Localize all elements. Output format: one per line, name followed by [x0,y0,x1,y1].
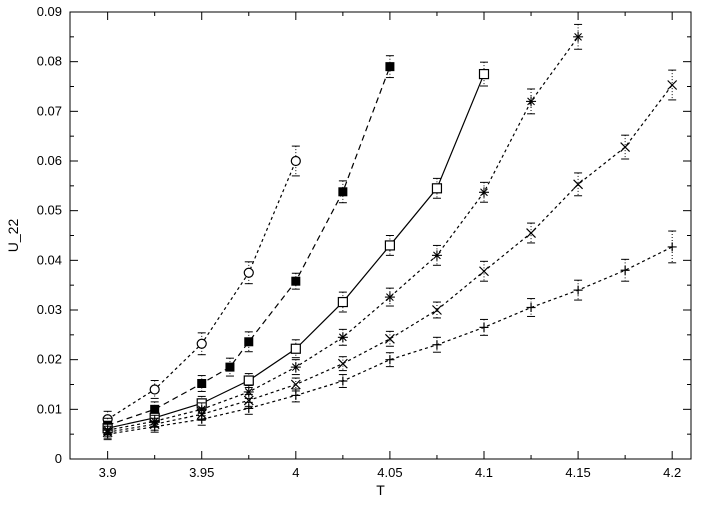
marker-plus [621,266,630,275]
x-tick-label: 4.2 [663,465,681,480]
marker-plus [244,404,253,413]
x-tick-label: 4.1 [475,465,493,480]
x-tick-label: 3.9 [99,465,117,480]
marker-square_filled [244,337,253,346]
x-tick-label: 4.05 [377,465,402,480]
marker-square_filled [338,187,347,196]
marker-asterisk [338,332,348,342]
marker-asterisk [573,32,583,42]
marker-square_filled [385,62,394,71]
marker-asterisk [479,187,489,197]
marker-square_open [385,241,394,250]
marker-plus [432,340,441,349]
marker-asterisk [385,292,395,302]
marker-square_open [480,70,489,79]
marker-asterisk [526,96,536,106]
plot-frame [70,12,691,459]
scatter-line-chart: 3.9 3.95 4 4.05 4.1 4.15 4.2 0 0.01 0.02 0.03 0.04 0… [0,0,706,507]
series-line [108,37,578,430]
y-tick-label: 0.06 [37,153,62,168]
marker-plus [338,377,347,386]
marker-circle_open [291,157,300,166]
marker-plus [574,286,583,295]
y-tick-label: 0.07 [37,103,62,118]
x-axis-label: T [376,482,385,498]
marker-plus [480,323,489,332]
y-tick-label: 0.02 [37,352,62,367]
marker-square_filled [225,363,234,372]
marker-square_filled [291,277,300,286]
marker-square_open [432,184,441,193]
y-tick-label: 0.09 [37,4,62,19]
y-tick-label: 0 [55,451,62,466]
marker-plus [385,355,394,364]
marker-circle_open [197,339,206,348]
marker-plus [527,303,536,312]
series-line [108,85,673,432]
y-tick-label: 0.04 [37,252,62,267]
marker-square_open [338,298,347,307]
marker-circle_open [244,268,253,277]
marker-plus [291,391,300,400]
x-tick-label: 4.15 [565,465,590,480]
marker-square_open [244,376,253,385]
y-tick-label: 0.05 [37,203,62,218]
marker-circle_open [150,385,159,394]
series-line [108,74,484,428]
marker-asterisk [432,250,442,260]
y-axis-label: U_22 [5,219,21,253]
marker-xcross [432,306,441,315]
x-tick-label: 3.95 [189,465,214,480]
x-tick-label: 4 [292,465,299,480]
marker-square_filled [150,405,159,414]
y-tick-label: 0.01 [37,401,62,416]
marker-asterisk [244,387,254,397]
marker-plus [668,242,677,251]
marker-square_filled [197,379,206,388]
marker-xcross [385,334,394,343]
series-line [108,67,390,426]
y-tick-label: 0.08 [37,54,62,69]
marker-asterisk [291,362,301,372]
marker-xcross [574,180,583,189]
marker-square_open [291,344,300,353]
y-tick-label: 0.03 [37,302,62,317]
